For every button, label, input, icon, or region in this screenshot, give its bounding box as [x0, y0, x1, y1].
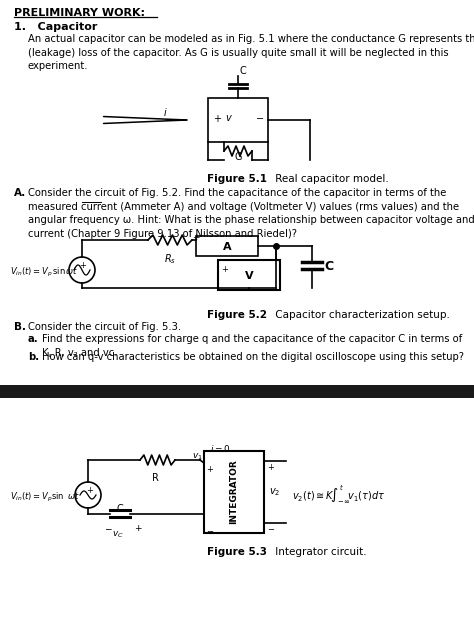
Text: +: +: [213, 114, 221, 124]
Text: $i=0$: $i=0$: [210, 443, 230, 454]
Bar: [208, 98, 268, 142]
Text: C: C: [117, 504, 123, 514]
Text: Consider the circuit of Fig. 5.2. Find the capacitance of the capacitor in terms: Consider the circuit of Fig. 5.2. Find t…: [28, 188, 474, 239]
Text: C: C: [324, 260, 333, 273]
Text: $v_2$: $v_2$: [269, 486, 280, 498]
Text: $R_s$: $R_s$: [164, 252, 176, 266]
Text: −: −: [267, 525, 274, 534]
Text: a.: a.: [28, 334, 38, 344]
Text: An actual capacitor can be modeled as in Fig. 5.1 where the conductance G repres: An actual capacitor can be modeled as in…: [28, 34, 474, 71]
Bar: [218, 260, 280, 290]
Text: 1.   Capacitor: 1. Capacitor: [14, 22, 97, 32]
Text: $v_2(t)\cong K\!\int_{-\infty}^{t}\!v_1(\tau)d\tau$: $v_2(t)\cong K\!\int_{-\infty}^{t}\!v_1(…: [292, 483, 385, 505]
Text: +: +: [87, 486, 93, 495]
Text: Figure 5.1: Figure 5.1: [207, 174, 267, 184]
Text: G: G: [234, 152, 242, 162]
Bar: [196, 236, 258, 256]
Text: Consider the circuit of Fig. 5.3.: Consider the circuit of Fig. 5.3.: [28, 322, 181, 332]
Text: $V_{in}(t)=V_p\,\sin\omega t$: $V_{in}(t)=V_p\,\sin\omega t$: [10, 266, 78, 279]
Text: Figure 5.2: Figure 5.2: [207, 310, 267, 320]
Text: +: +: [134, 524, 142, 533]
Text: PRELIMINARY WORK:: PRELIMINARY WORK:: [14, 8, 145, 18]
Text: $V_{in}(t)=V_p\sin\ \omega t$: $V_{in}(t)=V_p\sin\ \omega t$: [10, 491, 80, 504]
Text: A: A: [223, 242, 231, 252]
Text: Find the expressions for charge q and the capacitance of the capacitor C in term: Find the expressions for charge q and th…: [42, 334, 462, 358]
Text: C: C: [240, 66, 247, 76]
Bar: [0, 385, 474, 398]
Text: Real capacitor model.: Real capacitor model.: [272, 174, 389, 184]
Text: Figure 5.3: Figure 5.3: [207, 547, 267, 557]
Text: −: −: [206, 527, 213, 536]
Text: $v_C$: $v_C$: [112, 530, 124, 541]
Text: A.: A.: [14, 188, 26, 198]
Text: v: v: [225, 113, 231, 123]
Text: +: +: [221, 265, 228, 274]
Text: +: +: [206, 465, 213, 474]
Text: B.: B.: [14, 322, 26, 332]
Text: INTEGRATOR: INTEGRATOR: [229, 460, 238, 525]
Text: +: +: [267, 463, 274, 472]
Text: i: i: [164, 108, 167, 118]
Text: −: −: [256, 114, 264, 124]
Text: $v_1$: $v_1$: [192, 451, 203, 462]
Text: −: −: [104, 524, 111, 533]
Bar: [204, 451, 264, 533]
Text: b.: b.: [28, 352, 39, 362]
Text: R: R: [152, 473, 158, 483]
Text: Integrator circuit.: Integrator circuit.: [272, 547, 366, 557]
Text: +: +: [80, 261, 86, 270]
Text: V: V: [245, 271, 253, 281]
Text: How can q-v characteristics be obtained on the digital oscilloscope using this s: How can q-v characteristics be obtained …: [42, 352, 464, 362]
Text: +: +: [192, 233, 200, 242]
Text: Capacitor characterization setup.: Capacitor characterization setup.: [272, 310, 450, 320]
